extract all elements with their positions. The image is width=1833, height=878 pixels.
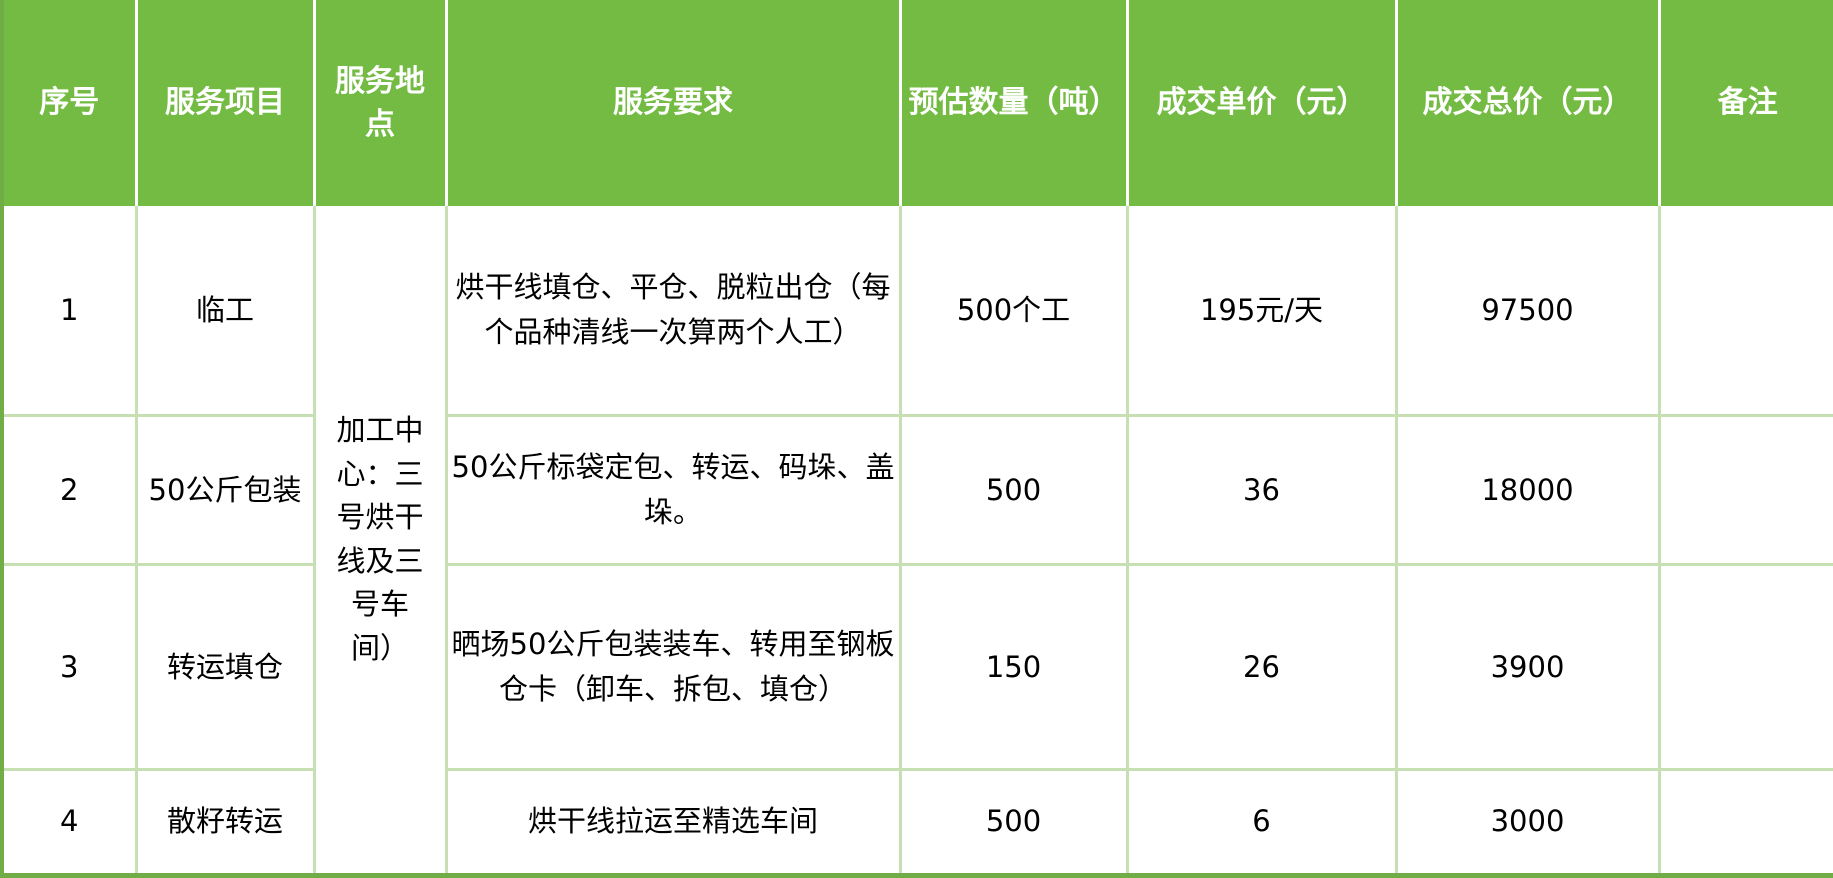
total-price-cell: 3900 <box>1394 563 1661 771</box>
remarks-cell <box>1657 204 1833 417</box>
total-price-cell: 97500 <box>1394 204 1661 417</box>
unit-price-cell: 36 <box>1125 413 1398 567</box>
row-number-cell: 4 <box>0 767 138 878</box>
service-item-cell: 散籽转运 <box>134 767 316 878</box>
header-cell-item: 服务项目 <box>136 0 316 206</box>
service-item-cell: 转运填仓 <box>134 563 316 771</box>
estimated-quantity-cell: 500个工 <box>898 204 1129 417</box>
table-row: 2 50公斤包装 50公斤标袋定包、转运、码垛、盖垛。 500 36 18000 <box>0 413 1833 567</box>
table-header-row: 序号 服务项目 服务地点 服务要求 预估数量（吨） 成交单价（元） 成交总价（元… <box>2 0 1833 206</box>
table-row: 3 转运填仓 晒场50公斤包装装车、转用至钢板仓卡（卸车、拆包、填仓） 150 … <box>0 563 1833 771</box>
unit-price-cell: 6 <box>1125 767 1398 878</box>
header-cell-quantity: 预估数量（吨） <box>900 0 1129 206</box>
header-cell-requirement: 服务要求 <box>446 0 902 206</box>
service-requirement-cell: 烘干线拉运至精选车间 <box>444 767 902 878</box>
remarks-cell <box>1657 767 1833 878</box>
remarks-cell <box>1657 563 1833 771</box>
table-row: 1 临工 加工中心：三号烘干线及三号车间） 烘干线填仓、平仓、脱粒出仓（每个品种… <box>0 204 1833 877</box>
header-cell-total-price: 成交总价（元） <box>1396 0 1661 206</box>
row-number-cell: 2 <box>0 413 138 567</box>
header-cell-no: 序号 <box>2 0 138 206</box>
header-cell-location: 服务地点 <box>314 0 448 206</box>
unit-price-cell: 26 <box>1125 563 1398 771</box>
service-item-cell: 50公斤包装 <box>134 413 316 567</box>
table-row: 4 散籽转运 烘干线拉运至精选车间 500 6 3000 <box>0 767 1833 878</box>
service-requirement-cell: 烘干线填仓、平仓、脱粒出仓（每个品种清线一次算两个人工） <box>444 204 902 417</box>
header-cell-unit-price: 成交单价（元） <box>1127 0 1398 206</box>
estimated-quantity-cell: 500 <box>898 413 1129 567</box>
service-location-merged-cell: 加工中心：三号烘干线及三号车间） <box>312 204 448 877</box>
total-price-cell: 18000 <box>1394 413 1661 567</box>
remarks-cell <box>1657 413 1833 567</box>
estimated-quantity-cell: 150 <box>898 563 1129 771</box>
unit-price-cell: 195元/天 <box>1125 204 1398 417</box>
service-requirement-cell: 晒场50公斤包装装车、转用至钢板仓卡（卸车、拆包、填仓） <box>444 563 902 771</box>
estimated-quantity-cell: 500 <box>898 767 1129 878</box>
header-cell-note: 备注 <box>1659 0 1833 206</box>
service-requirement-cell: 50公斤标袋定包、转运、码垛、盖垛。 <box>444 413 902 567</box>
row-number-cell: 3 <box>0 563 138 771</box>
row-number-cell: 1 <box>0 204 138 417</box>
total-price-cell: 3000 <box>1394 767 1661 878</box>
service-item-cell: 临工 <box>134 204 316 417</box>
